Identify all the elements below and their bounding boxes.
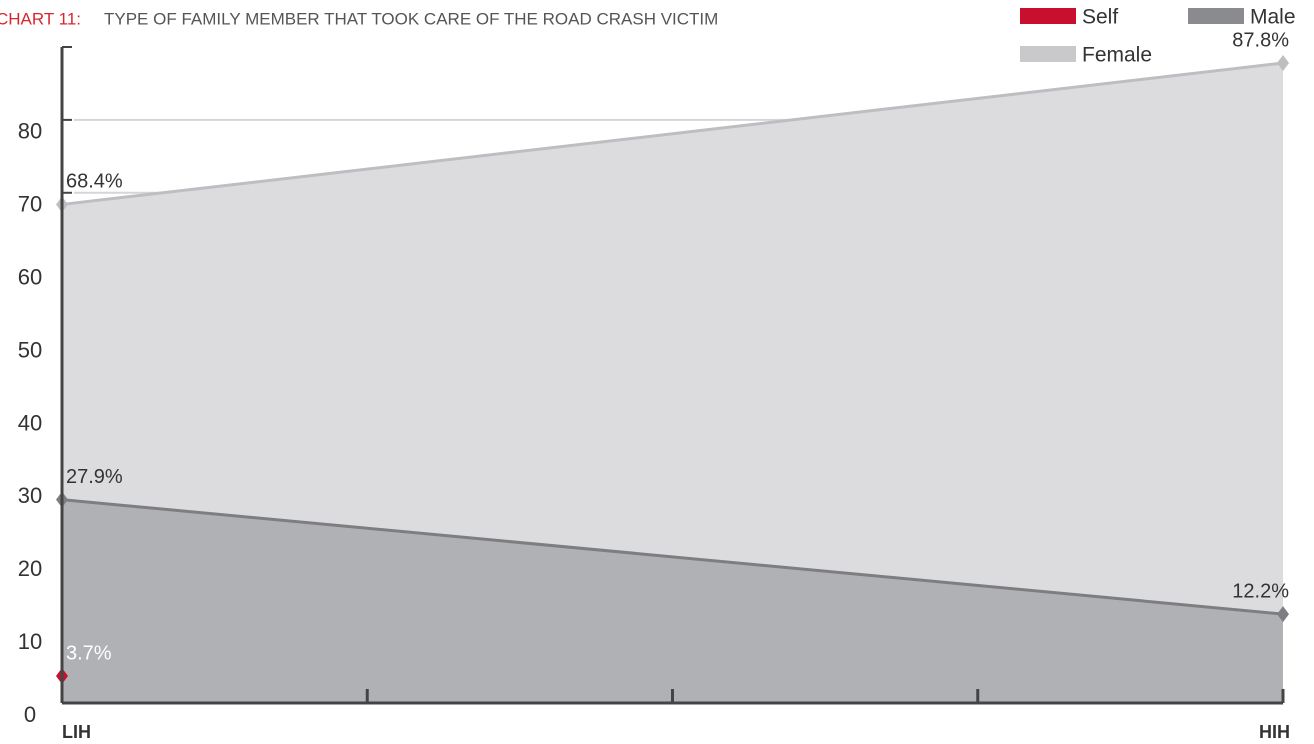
y-tick-label: 60 (18, 264, 42, 289)
y-tick-label: 40 (18, 410, 42, 435)
legend-label: Male (1250, 6, 1296, 29)
marker (1277, 606, 1289, 623)
y-tick-label: 30 (18, 483, 42, 508)
chart-title-label: CHART 11: (0, 9, 81, 28)
legend-label: Self (1082, 6, 1118, 29)
legend-swatch (1188, 8, 1244, 24)
y-tick-label: 70 (18, 192, 42, 217)
legend-label: Female (1082, 44, 1152, 67)
legend-swatch (1020, 8, 1076, 24)
marker (1277, 55, 1289, 72)
y-tick-label: 10 (18, 629, 42, 654)
line (61, 498, 1284, 616)
y-tick-label: 20 (18, 556, 42, 581)
area (62, 499, 1283, 703)
value-label: 3.7% (66, 642, 112, 664)
y-tick-label: 50 (18, 337, 42, 362)
chart-title: TYPE OF FAMILY MEMBER THAT TOOK CARE OF … (104, 9, 718, 28)
legend-swatch (1020, 46, 1076, 62)
x-tick-label: HIH (1259, 722, 1290, 742)
x-tick-label: LIH (62, 722, 91, 742)
value-label: 68.4% (66, 171, 123, 193)
line (61, 61, 1284, 206)
value-label: 12.2% (1232, 580, 1289, 602)
y-tick-label: 80 (18, 119, 42, 144)
value-label: 27.9% (66, 466, 123, 488)
value-label: 87.8% (1232, 29, 1289, 51)
y-tick-label: 0 (24, 702, 36, 727)
